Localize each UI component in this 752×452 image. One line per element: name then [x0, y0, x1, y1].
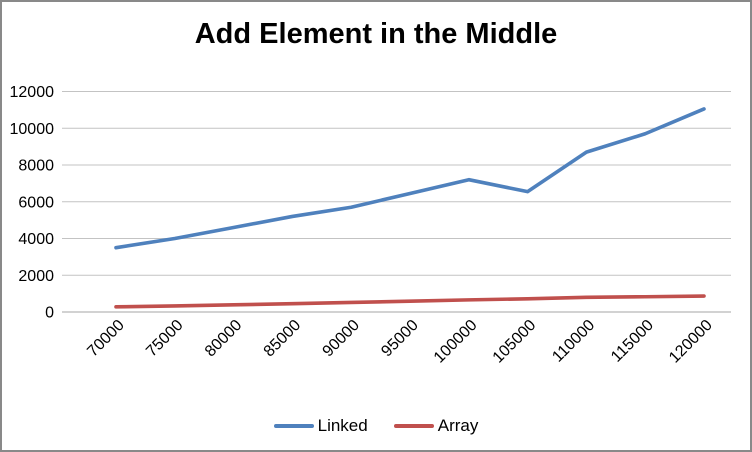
x-tick-label: 105000 — [490, 317, 540, 367]
y-tick-label: 10000 — [10, 121, 55, 138]
series-line-linked — [114, 107, 706, 250]
x-tick-label: 80000 — [202, 317, 246, 361]
y-tick-label: 4000 — [18, 231, 54, 248]
y-tick-label: 2000 — [18, 268, 54, 285]
x-tick-label: 110000 — [549, 317, 598, 366]
y-tick-label: 8000 — [18, 158, 54, 175]
y-tick-label: 12000 — [10, 84, 55, 101]
legend-label-linked: Linked — [317, 416, 368, 435]
y-tick-label: 6000 — [18, 194, 54, 211]
linked-series-swatch — [273, 424, 314, 428]
x-tick-label: 70000 — [84, 317, 128, 361]
x-tick-label: 85000 — [261, 317, 305, 361]
chart-title: Add Element in the Middle — [194, 18, 558, 50]
x-tick-label: 95000 — [378, 317, 422, 361]
array-series-swatch — [393, 424, 434, 428]
chart-legend: Linked Array — [2, 416, 750, 436]
x-tick-label: 100000 — [431, 317, 481, 367]
y-tick-label: 0 — [45, 305, 54, 322]
legend-item-array: Array — [393, 416, 479, 436]
x-tick-label: 75000 — [143, 317, 187, 361]
series-line-array — [114, 294, 706, 309]
x-tick-label: 120000 — [666, 317, 716, 367]
legend-label-array: Array — [437, 416, 479, 435]
x-tick-label: 115000 — [608, 317, 657, 366]
x-tick-label: 90000 — [320, 317, 364, 361]
legend-item-linked: Linked — [273, 416, 368, 436]
